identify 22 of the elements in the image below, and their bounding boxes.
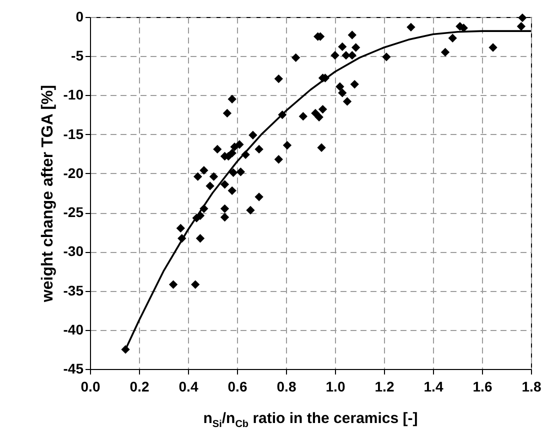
x-tick-label: 1.0 <box>326 378 346 394</box>
y-tick-label: 0 <box>76 8 84 24</box>
x-tick-label: 0.0 <box>80 378 100 394</box>
x-tick-label: 0.2 <box>130 378 150 394</box>
x-tick-label: 1.8 <box>522 378 542 394</box>
x-tick-label: 0.4 <box>178 378 198 394</box>
y-tick-label: -40 <box>63 321 84 338</box>
x-tick-label: 1.6 <box>472 378 492 394</box>
y-axis-title: weight change after TGA [%] <box>39 84 56 304</box>
y-tick-label: -15 <box>63 126 84 142</box>
y-tick-label: -10 <box>63 86 84 103</box>
y-tick-label: -25 <box>63 204 84 220</box>
y-tick-label: -20 <box>63 164 84 181</box>
y-tick-label: -45 <box>63 360 84 376</box>
y-tick-label: -35 <box>63 282 84 298</box>
x-tick-label: 1.2 <box>374 378 394 394</box>
y-tick-label: -5 <box>71 48 84 64</box>
x-tick-label: 0.8 <box>276 378 296 394</box>
y-tick-label: -30 <box>63 243 84 260</box>
x-tick-label: 1.4 <box>424 378 444 394</box>
x-axis-title: n$_{Si}$/n$_{Cb}$ ratio in the ceramics [-] <box>202 410 419 430</box>
x-tick-label: 0.6 <box>228 378 248 394</box>
